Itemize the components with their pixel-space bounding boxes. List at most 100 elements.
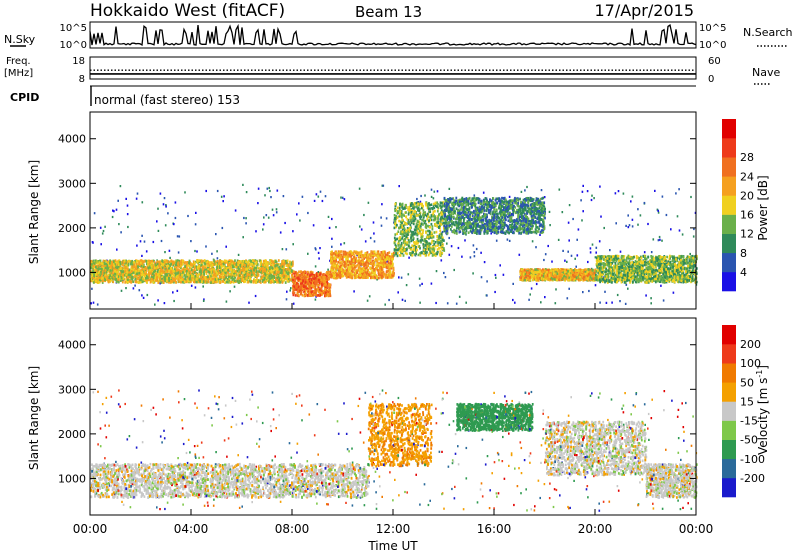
- power-echo-cell: [384, 258, 386, 262]
- power-echo-cell: [139, 281, 142, 284]
- power-noise-cell: [215, 233, 217, 236]
- power-echo-cell: [159, 270, 161, 273]
- power-noise-cell: [141, 294, 143, 297]
- power-echo-cell: [337, 253, 340, 257]
- power-echo-cell: [381, 258, 384, 261]
- power-noise-cell: [555, 288, 557, 291]
- power-noise-cell: [614, 192, 617, 195]
- power-echo-cell: [90, 259, 93, 263]
- power-noise-cell: [672, 291, 675, 294]
- power-echo-cell: [330, 255, 332, 259]
- power-echo-cell: [114, 271, 117, 274]
- power-echo-cell: [417, 207, 420, 210]
- power-noise-cell: [298, 202, 300, 205]
- power-echo-cell: [366, 271, 369, 275]
- power-echo-cell: [182, 271, 184, 274]
- power-echo-cell: [321, 283, 323, 287]
- power-echo-cell: [311, 271, 313, 274]
- power-echo-cell: [169, 273, 171, 277]
- power-noise-cell: [116, 248, 118, 251]
- power-echo-cell: [203, 259, 206, 262]
- power-echo-cell: [322, 289, 325, 293]
- power-echo-cell: [205, 272, 208, 276]
- power-echo-cell: [152, 281, 155, 284]
- power-noise-cell: [174, 216, 177, 220]
- power-echo-cell: [160, 267, 163, 271]
- power-echo-cell: [205, 268, 208, 272]
- power-echo-cell: [212, 280, 214, 283]
- power-noise-cell: [91, 287, 93, 290]
- power-echo-cell: [371, 262, 374, 265]
- power-noise-cell: [643, 201, 646, 205]
- power-echo-cell: [130, 262, 132, 266]
- power-echo-cell: [327, 284, 330, 287]
- power-echo-cell: [236, 269, 239, 273]
- power-echo-cell: [354, 270, 357, 273]
- power-echo-cell: [299, 278, 301, 281]
- power-echo-cell: [310, 282, 312, 285]
- power-echo-cell: [250, 267, 253, 271]
- power-echo-cell: [119, 279, 122, 282]
- power-noise-cell: [600, 215, 602, 218]
- power-echo-cell: [363, 262, 365, 266]
- power-echo-cell: [162, 270, 165, 273]
- power-echo-cell: [220, 262, 223, 265]
- power-echo-cell: [313, 274, 316, 277]
- power-noise-cell: [661, 195, 664, 198]
- power-noise-cell: [637, 223, 639, 226]
- power-echo-cell: [111, 263, 113, 267]
- power-echo-cell: [253, 259, 256, 263]
- power-noise-cell: [616, 293, 619, 297]
- power-echo-cell: [355, 264, 358, 268]
- power-echo-cell: [249, 277, 252, 281]
- power-noise-cell: [659, 238, 661, 241]
- power-echo-cell: [305, 282, 308, 286]
- power-echo-cell: [131, 265, 134, 268]
- power-echo-cell: [125, 266, 128, 269]
- power-echo-cell: [175, 259, 178, 263]
- power-echo-cell: [377, 271, 380, 275]
- power-noise-cell: [275, 211, 278, 214]
- power-echo-cell: [313, 277, 315, 281]
- power-echo-cell: [338, 273, 340, 276]
- power-echo-cell: [317, 284, 319, 287]
- power-echo-cell: [107, 266, 110, 270]
- power-echo-cell: [264, 280, 266, 284]
- power-echo-cell: [373, 252, 375, 255]
- power-noise-cell: [372, 221, 375, 224]
- power-echo-cell: [386, 266, 389, 269]
- power-noise-cell: [343, 198, 346, 201]
- power-echo-cell: [259, 279, 262, 283]
- power-echo-cell: [369, 254, 372, 258]
- power-echo-cell: [153, 260, 156, 264]
- noise-sky-label: N.Sky: [4, 33, 36, 46]
- power-echo-cell: [99, 274, 101, 278]
- power-echo-cell: [392, 266, 395, 270]
- power-echo-cell: [302, 273, 305, 276]
- power-echo-cell: [330, 253, 332, 256]
- power-echo-cell: [187, 276, 190, 280]
- power-echo-cell: [170, 259, 173, 262]
- power-echo-cell: [131, 274, 134, 277]
- power-echo-cell: [419, 254, 422, 257]
- power-echo-cell: [383, 264, 386, 267]
- power-noise-cell: [314, 265, 317, 268]
- power-noise-cell: [254, 294, 257, 298]
- power-echo-cell: [357, 251, 360, 255]
- power-echo-cell: [287, 268, 290, 271]
- power-echo-cell: [324, 291, 327, 295]
- power-echo-cell: [114, 276, 116, 279]
- power-echo-cell: [407, 211, 410, 214]
- power-noise-cell: [142, 296, 145, 299]
- power-noise-cell: [257, 187, 260, 190]
- power-echo-cell: [209, 262, 212, 265]
- power-echo-cell: [340, 266, 343, 269]
- power-noise-cell: [160, 239, 163, 243]
- power-echo-cell: [290, 274, 293, 277]
- power-echo-cell: [249, 267, 252, 270]
- power-noise-cell: [292, 243, 294, 246]
- power-echo-cell: [431, 225, 434, 228]
- power-echo-cell: [338, 271, 341, 275]
- power-echo-cell: [310, 284, 312, 287]
- power-echo-cell: [295, 270, 297, 274]
